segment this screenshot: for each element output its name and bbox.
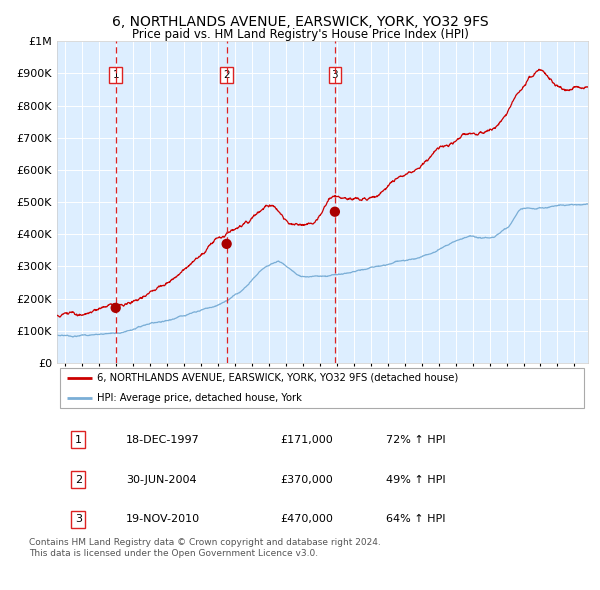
Text: HPI: Average price, detached house, York: HPI: Average price, detached house, York <box>97 393 302 403</box>
Text: 6, NORTHLANDS AVENUE, EARSWICK, YORK, YO32 9FS: 6, NORTHLANDS AVENUE, EARSWICK, YORK, YO… <box>112 15 488 29</box>
Text: 3: 3 <box>332 70 338 80</box>
Text: This data is licensed under the Open Government Licence v3.0.: This data is licensed under the Open Gov… <box>29 549 318 558</box>
Text: 18-DEC-1997: 18-DEC-1997 <box>126 435 200 445</box>
FancyBboxPatch shape <box>59 368 584 408</box>
Text: 19-NOV-2010: 19-NOV-2010 <box>126 514 200 525</box>
Text: 1: 1 <box>112 70 119 80</box>
Text: £470,000: £470,000 <box>280 514 333 525</box>
Text: 72% ↑ HPI: 72% ↑ HPI <box>386 435 446 445</box>
Text: 2: 2 <box>74 474 82 484</box>
Text: 1: 1 <box>75 435 82 445</box>
Text: 3: 3 <box>75 514 82 525</box>
Text: 64% ↑ HPI: 64% ↑ HPI <box>386 514 446 525</box>
Text: Price paid vs. HM Land Registry's House Price Index (HPI): Price paid vs. HM Land Registry's House … <box>131 28 469 41</box>
Point <box>222 239 232 248</box>
Point <box>330 207 340 217</box>
Point <box>111 303 121 313</box>
Text: Contains HM Land Registry data © Crown copyright and database right 2024.: Contains HM Land Registry data © Crown c… <box>29 538 380 547</box>
Text: £171,000: £171,000 <box>280 435 333 445</box>
Text: 49% ↑ HPI: 49% ↑ HPI <box>386 474 446 484</box>
Text: 2: 2 <box>223 70 230 80</box>
Text: 30-JUN-2004: 30-JUN-2004 <box>126 474 197 484</box>
Text: 6, NORTHLANDS AVENUE, EARSWICK, YORK, YO32 9FS (detached house): 6, NORTHLANDS AVENUE, EARSWICK, YORK, YO… <box>97 373 458 383</box>
Text: £370,000: £370,000 <box>280 474 333 484</box>
